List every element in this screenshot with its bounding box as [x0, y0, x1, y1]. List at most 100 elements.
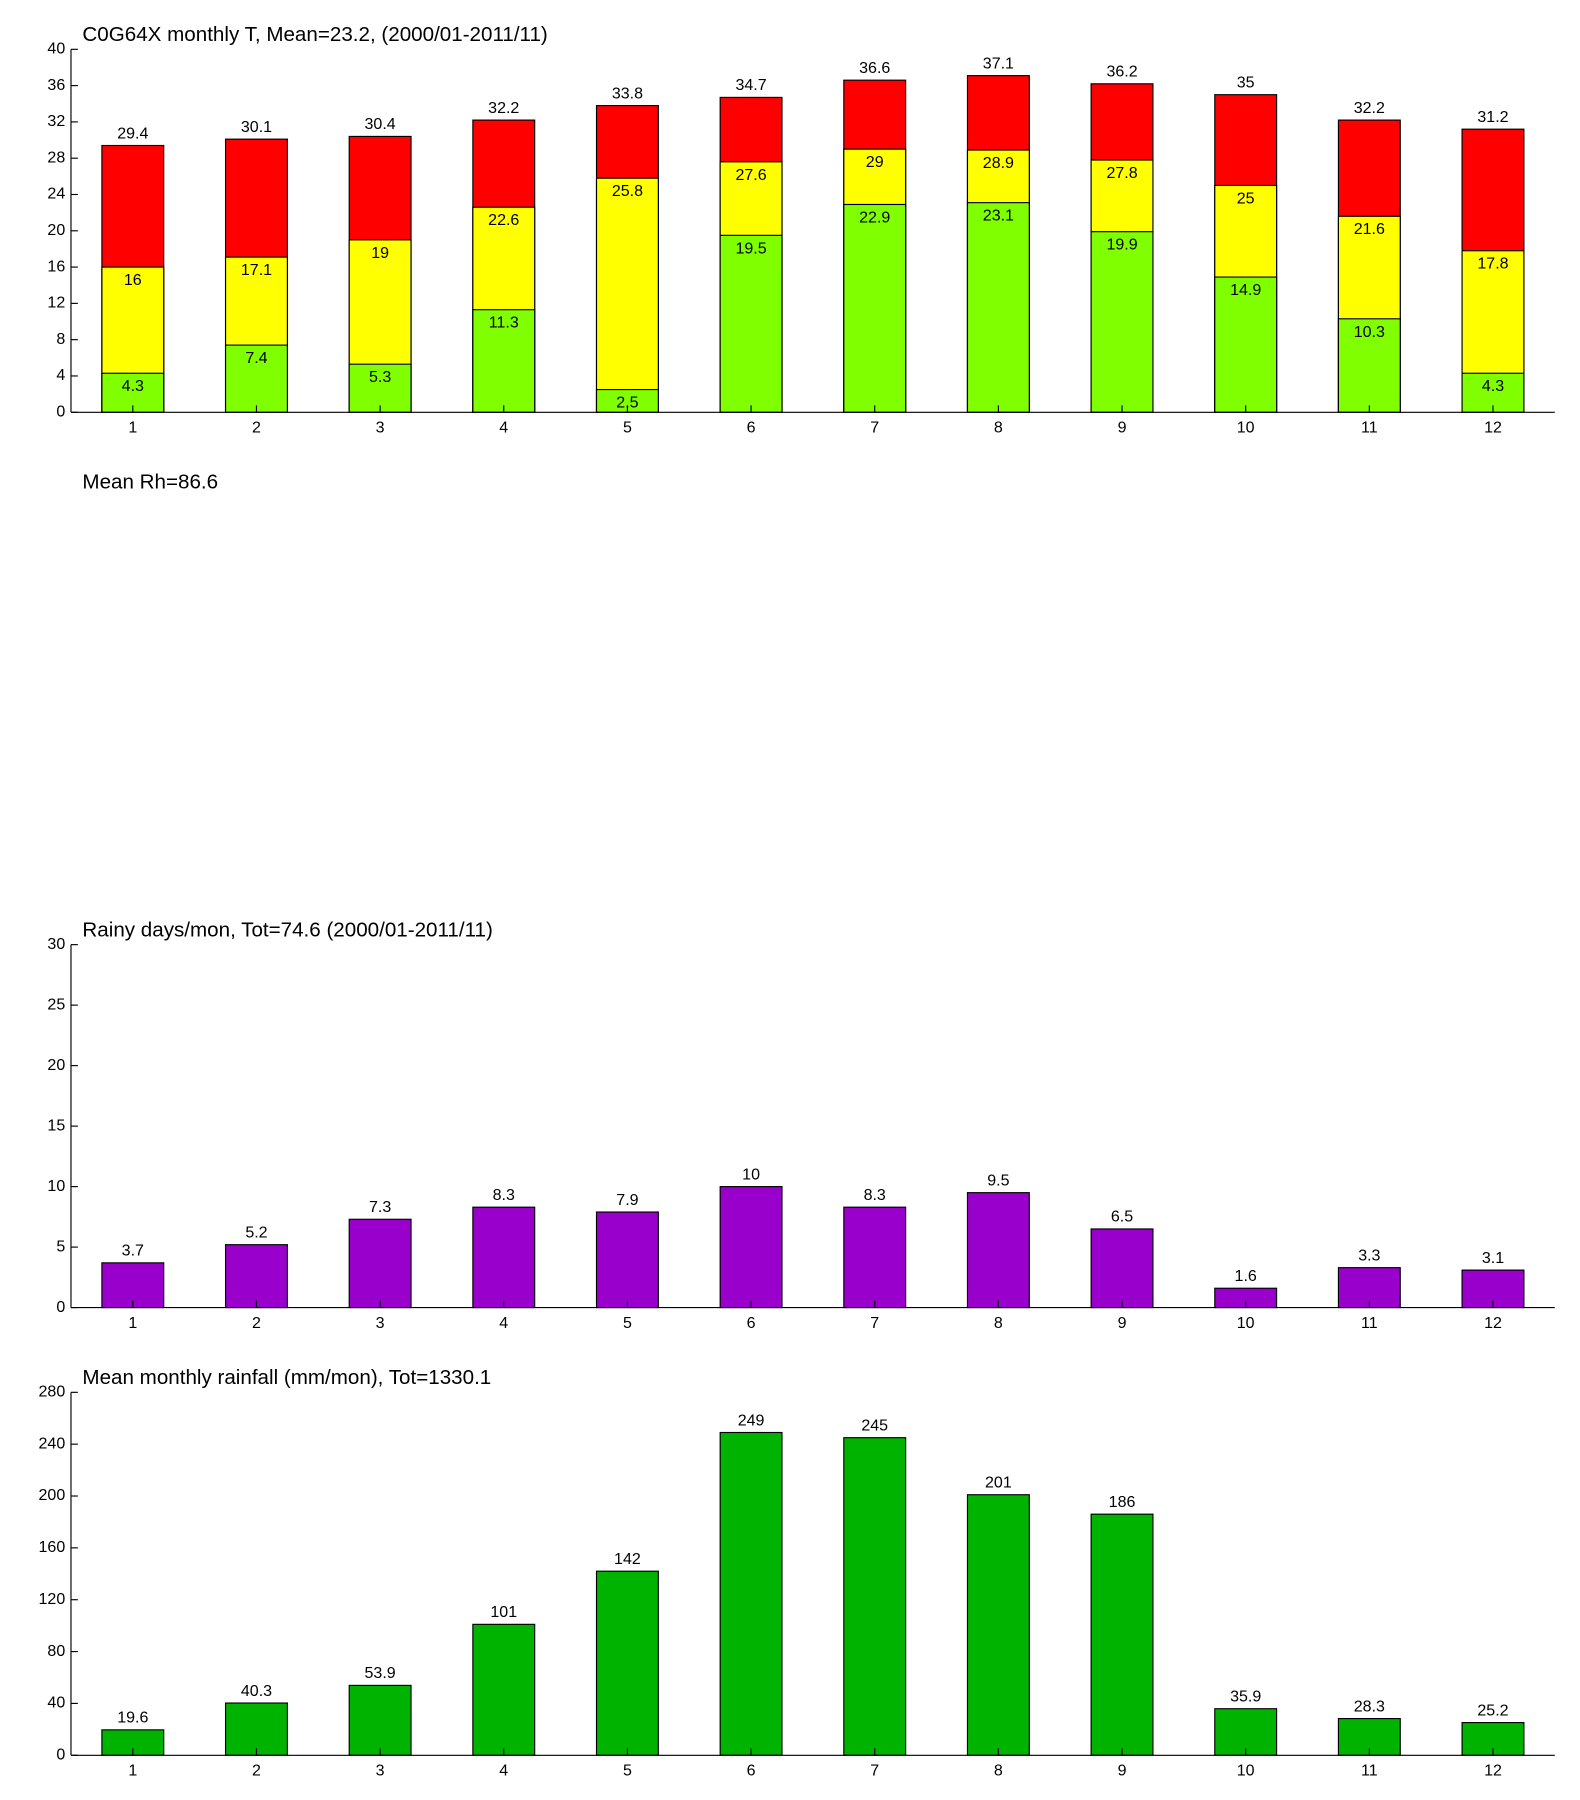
x-tick-label: 5 — [623, 1314, 632, 1332]
data-label: 31.2 — [1477, 108, 1508, 126]
y-tick-label: 0 — [56, 1298, 65, 1316]
bar — [966, 1192, 1030, 1309]
data-label: 3.7 — [122, 1242, 144, 1260]
data-label: 4.3 — [1482, 377, 1504, 395]
x-tick-label: 12 — [1484, 1762, 1502, 1780]
y-tick-label: 8 — [56, 330, 65, 348]
data-label: 3.3 — [1358, 1246, 1380, 1264]
data-label: 101 — [490, 1603, 517, 1621]
data-label: 2.5 — [616, 394, 638, 412]
data-label: 3.1 — [1482, 1249, 1504, 1267]
bar — [719, 234, 783, 413]
data-label: 33.8 — [612, 84, 643, 102]
data-label: 22.9 — [859, 208, 890, 226]
data-label: 142 — [614, 1550, 641, 1568]
data-label: 30.4 — [365, 115, 396, 133]
data-label: 37.1 — [983, 54, 1014, 72]
data-label: 29.4 — [117, 124, 148, 142]
data-label: 36.6 — [859, 59, 890, 77]
data-label: 35 — [1237, 73, 1255, 91]
data-label: 25.2 — [1477, 1701, 1508, 1719]
chart-title: Rainy days/mon, Tot=74.6 (2000/01-2011/1… — [82, 918, 492, 941]
x-tick-label: 6 — [747, 1762, 756, 1780]
y-tick-label: 16 — [47, 257, 65, 275]
x-tick-label: 2 — [252, 419, 261, 437]
bar — [472, 309, 536, 413]
x-tick-label: 5 — [623, 419, 632, 437]
bar — [224, 1702, 288, 1756]
data-label: 34.7 — [735, 76, 766, 94]
bar — [1214, 276, 1278, 413]
data-label: 8.3 — [864, 1186, 886, 1204]
data-label: 5.3 — [369, 368, 391, 386]
y-tick-label: 240 — [39, 1434, 66, 1452]
x-tick-label: 5 — [623, 1762, 632, 1780]
data-label: 21.6 — [1354, 220, 1385, 238]
x-tick-label: 9 — [1118, 1314, 1127, 1332]
y-tick-label: 32 — [47, 112, 65, 130]
x-tick-label: 3 — [376, 1314, 385, 1332]
x-tick-label: 3 — [376, 1762, 385, 1780]
data-label: 19.9 — [1106, 236, 1137, 254]
data-label: 4.3 — [122, 377, 144, 395]
data-label: 186 — [1109, 1493, 1136, 1511]
bar — [1090, 1513, 1154, 1756]
bar — [1090, 1228, 1154, 1309]
x-tick-label: 10 — [1237, 1314, 1255, 1332]
x-tick-label: 8 — [994, 1314, 1003, 1332]
data-label: 29 — [866, 153, 884, 171]
y-tick-label: 40 — [47, 40, 65, 58]
chart-title: C0G64X monthly T, Mean=23.2, (2000/01-20… — [82, 23, 547, 46]
data-label: 28.3 — [1354, 1697, 1385, 1715]
data-label: 6.5 — [1111, 1208, 1133, 1226]
x-tick-label: 8 — [994, 419, 1003, 437]
x-tick-label: 4 — [499, 1314, 508, 1332]
data-label: 7.4 — [245, 349, 267, 367]
x-tick-label: 11 — [1361, 1762, 1378, 1780]
y-tick-label: 10 — [47, 1177, 65, 1195]
y-tick-label: 120 — [39, 1590, 66, 1608]
data-label: 8.3 — [493, 1186, 515, 1204]
data-label: 32.2 — [488, 99, 519, 117]
y-tick-label: 20 — [47, 221, 65, 239]
x-tick-label: 12 — [1484, 419, 1502, 437]
y-tick-label: 80 — [47, 1642, 65, 1660]
bar — [1090, 231, 1154, 413]
data-label: 245 — [861, 1416, 888, 1434]
data-label: 23.1 — [983, 207, 1014, 225]
bar — [966, 1494, 1030, 1756]
bar — [1214, 1708, 1278, 1756]
data-label: 17.1 — [241, 261, 272, 279]
x-tick-label: 3 — [376, 419, 385, 437]
data-label: 28.9 — [983, 154, 1014, 172]
y-tick-label: 200 — [39, 1486, 66, 1504]
data-label: 10.3 — [1354, 323, 1385, 341]
x-tick-label: 10 — [1237, 1762, 1255, 1780]
y-tick-label: 36 — [47, 76, 65, 94]
x-tick-label: 11 — [1361, 419, 1378, 437]
data-label: 1.6 — [1235, 1267, 1257, 1285]
x-tick-label: 4 — [499, 1762, 508, 1780]
data-label: 32.2 — [1354, 99, 1385, 117]
x-tick-label: 1 — [128, 419, 137, 437]
x-tick-label: 1 — [128, 1314, 137, 1332]
data-label: 17.8 — [1477, 255, 1508, 273]
x-tick-label: 1 — [128, 1762, 137, 1780]
bar — [224, 1244, 288, 1309]
data-label: 16 — [124, 271, 142, 289]
x-tick-label: 11 — [1361, 1314, 1378, 1332]
x-tick-label: 8 — [994, 1762, 1003, 1780]
data-label: 25.8 — [612, 182, 643, 200]
y-tick-label: 28 — [47, 148, 65, 166]
bar — [843, 203, 907, 413]
bar — [595, 1570, 659, 1756]
bar — [843, 1437, 907, 1756]
y-tick-label: 30 — [47, 935, 65, 953]
x-tick-label: 2 — [252, 1762, 261, 1780]
y-tick-label: 4 — [56, 366, 65, 384]
bar — [595, 177, 659, 413]
bar — [1461, 372, 1525, 413]
y-tick-label: 280 — [39, 1383, 66, 1401]
data-label: 19 — [371, 244, 389, 262]
data-label: 7.9 — [616, 1191, 638, 1209]
